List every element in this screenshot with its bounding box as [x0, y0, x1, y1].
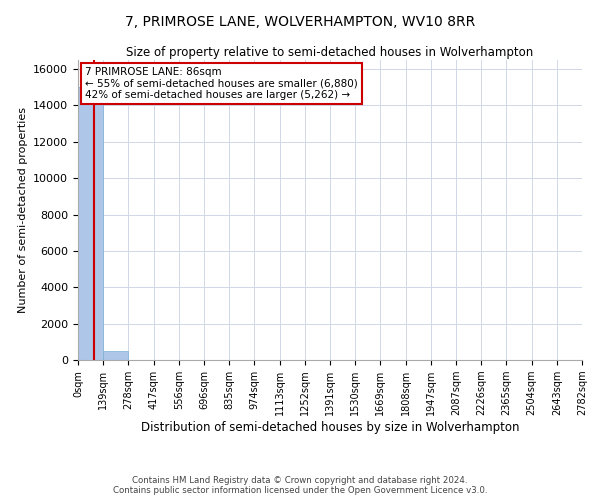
- Bar: [78, 88, 103, 360]
- Text: 7, PRIMROSE LANE, WOLVERHAMPTON, WV10 8RR: 7, PRIMROSE LANE, WOLVERHAMPTON, WV10 8R…: [125, 15, 475, 29]
- Bar: [103, 351, 128, 360]
- Title: Size of property relative to semi-detached houses in Wolverhampton: Size of property relative to semi-detach…: [127, 46, 533, 59]
- Y-axis label: Number of semi-detached properties: Number of semi-detached properties: [17, 107, 28, 313]
- Text: 7 PRIMROSE LANE: 86sqm
← 55% of semi-detached houses are smaller (6,880)
42% of : 7 PRIMROSE LANE: 86sqm ← 55% of semi-det…: [85, 67, 358, 100]
- X-axis label: Distribution of semi-detached houses by size in Wolverhampton: Distribution of semi-detached houses by …: [141, 421, 519, 434]
- Text: Contains HM Land Registry data © Crown copyright and database right 2024.
Contai: Contains HM Land Registry data © Crown c…: [113, 476, 487, 495]
